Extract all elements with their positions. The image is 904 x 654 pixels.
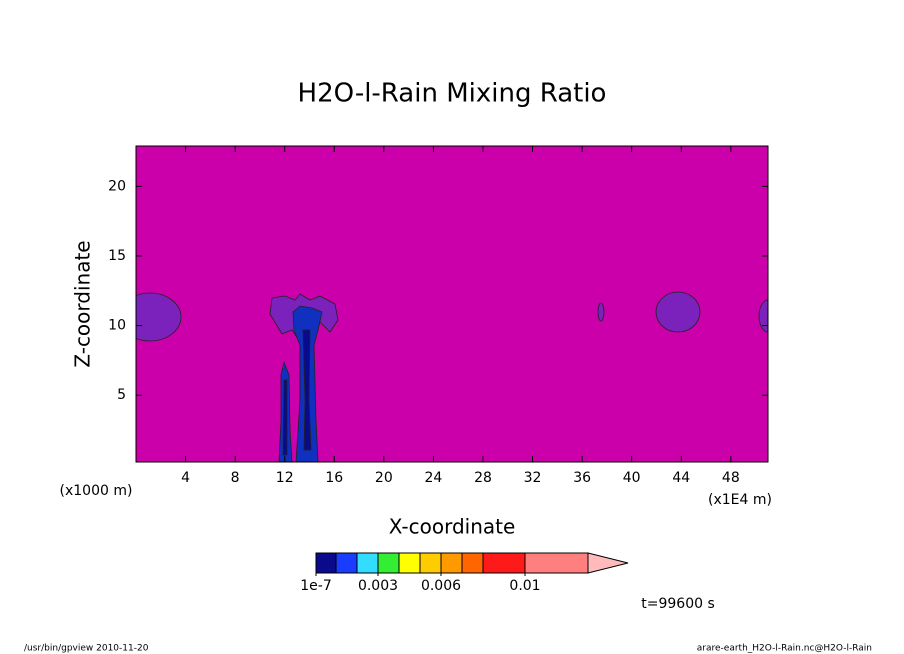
x-tick-label: 28 [474,470,492,486]
x-tick-label: 44 [672,470,690,486]
contour-region [302,329,312,451]
contour-region [282,379,288,456]
y-axis-label: Z-coordinate [71,240,95,367]
x-tick-label: 48 [722,470,740,486]
footer-left: /usr/bin/gpview 2010-11-20 [24,644,149,654]
x-tick-label: 40 [623,470,641,486]
y-tick-label: 15 [108,248,126,264]
colorbar-box [377,552,400,574]
colorbar-box [419,552,442,574]
contour-region [597,302,605,322]
colorbar-extension [587,552,629,574]
colorbar-box [524,552,589,574]
contour-region [655,291,701,333]
x-tick-label: 32 [524,470,542,486]
colorbar-tick-label: 0.01 [509,578,540,594]
colorbar-box [461,552,484,574]
y-unit: (x1000 m) [60,483,133,499]
colorbar-tick-label: 0.003 [358,578,398,594]
x-tick-label: 24 [424,470,442,486]
contour-region [136,292,182,342]
colorbar-box [356,552,379,574]
x-unit: (x1E4 m) [708,492,772,508]
colorbar-box [398,552,421,574]
chart-title: H2O-l-Rain Mixing Ratio [298,79,607,109]
colorbar-box [440,552,463,574]
footer-right: arare-earth_H2O-l-Rain.nc@H2O-l-Rain [697,644,872,654]
x-axis-label: X-coordinate [389,515,516,539]
y-tick-label: 20 [108,178,126,194]
x-tick-label: 4 [181,470,190,486]
contour-region [758,299,768,333]
x-tick-label: 12 [276,470,294,486]
time-label: t=99600 s [641,596,715,612]
contour-regions [136,291,768,462]
y-tick-label: 5 [117,387,126,403]
plot-frame [135,145,769,463]
x-tick-label: 16 [325,470,343,486]
x-tick-label: 36 [573,470,591,486]
colorbar-box [335,552,358,574]
colorbar-box [315,552,337,574]
colorbar-tick-label: 0.006 [421,578,461,594]
colorbar-box [482,552,526,574]
y-tick-label: 10 [108,318,126,334]
x-tick-label: 8 [231,470,240,486]
x-tick-label: 20 [375,470,393,486]
colorbar-tick-label: 1e-7 [300,578,331,594]
